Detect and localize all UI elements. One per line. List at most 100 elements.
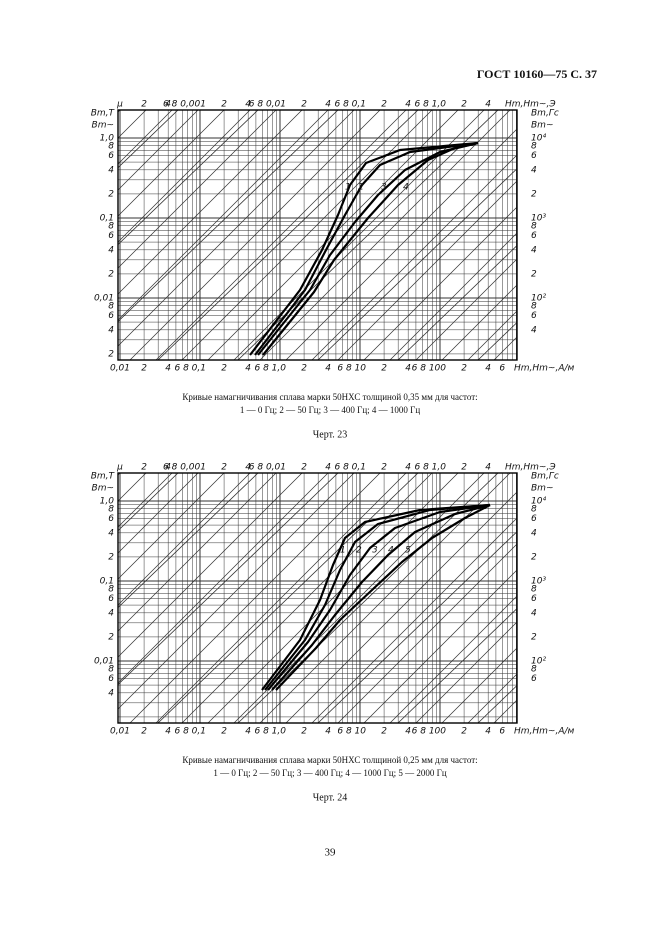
axis-label: 0,01: [110, 727, 130, 737]
axis-label: 8: [531, 584, 537, 594]
axis-label: 6 8 100: [412, 364, 447, 374]
diagonal: [118, 110, 251, 243]
axis-label: 6: [531, 674, 537, 684]
axis-label: 8: [108, 504, 114, 514]
diagonal: [118, 473, 303, 658]
axis-title: Bm~: [531, 121, 553, 131]
diagonal-steep: [157, 473, 419, 723]
diagonal: [207, 110, 459, 360]
axis-title: Bm,Гс: [531, 472, 559, 482]
diagonal: [363, 206, 517, 360]
figure: 1 2 3 4μ 2 46 8 0,001 2 46 8 0,01 2 4 6 8 0,1 2 4 6 8…: [91, 100, 575, 441]
axis-label: 10²: [531, 294, 546, 304]
curve: [249, 141, 479, 356]
axis-label: 4: [325, 463, 331, 473]
diagonal: [181, 110, 433, 360]
diagonal: [118, 473, 225, 580]
curve: [267, 503, 491, 691]
axis-label: 8: [108, 301, 114, 311]
curve: [271, 503, 491, 691]
page-number: 39: [325, 847, 337, 859]
axis-label: 2: [461, 364, 467, 374]
axis-label: 10³: [531, 577, 546, 587]
axis-label: 8: [108, 584, 114, 594]
axis-title: Hm,Hm~,A/м: [514, 727, 575, 737]
axis-label: 6: [499, 364, 505, 374]
axis-label: 8: [108, 664, 114, 674]
axis-label: 2: [381, 100, 387, 110]
axis-label: 4: [108, 165, 114, 175]
axis-label: 4: [165, 727, 171, 737]
axis-label: 4: [245, 364, 251, 374]
diagonal: [118, 110, 329, 321]
diagonal-steep: [118, 473, 179, 532]
caption: 1 — 0 Гц; 2 — 50 Гц; 3 — 400 Гц; 4 — 100…: [213, 768, 447, 778]
axis-label: 4: [485, 463, 491, 473]
axis-label: 6: [531, 151, 537, 161]
diagonal: [118, 110, 277, 269]
axis-label: 4: [405, 727, 411, 737]
axis-label: 4: [325, 100, 331, 110]
axis-label: 4: [325, 727, 331, 737]
axis-label: 2: [108, 552, 114, 562]
diagonal-steep: [397, 245, 517, 360]
curve-label: 3: [381, 183, 387, 193]
axis-label: 6: [531, 594, 537, 604]
diagonal: [363, 569, 517, 723]
diagonal: [118, 473, 329, 684]
curve-label: 1: [345, 183, 351, 193]
axis-label: 2: [381, 364, 387, 374]
axis-label: 4: [405, 100, 411, 110]
axis-label: 4: [108, 325, 114, 335]
diagonal-steep: [118, 110, 179, 169]
curve-label: 2: [358, 183, 364, 193]
axis-label: 6 8 0,001: [163, 463, 206, 473]
axis-label: 6: [531, 514, 537, 524]
frame: [117, 472, 518, 724]
axis-label: 6: [531, 231, 537, 241]
figure: 1 2 3 4 5μ 2 46 8 0,001 2 46 8 0,01 2 4 6 8 0,1 2 4 6 …: [91, 463, 575, 804]
diagonal: [118, 110, 225, 217]
axis-label: 4: [245, 463, 251, 473]
axis-label: 6 8 1,0: [415, 100, 447, 110]
axis-label: 4: [245, 100, 251, 110]
diagonal: [389, 232, 517, 360]
axis-label: 6: [499, 727, 505, 737]
axis-label: 1,0: [100, 497, 115, 507]
axis-label: 6: [108, 514, 114, 524]
axis-label: 2: [108, 189, 114, 199]
axis-label: 8: [531, 301, 537, 311]
axis-label: 4: [485, 727, 491, 737]
axis-label: 8: [531, 664, 537, 674]
figure-label: Черт. 23: [313, 429, 347, 440]
caption: Кривые намагничивания сплава марки 50НХС…: [182, 755, 477, 765]
axis-label: 4: [325, 364, 331, 374]
axis-label: 2: [221, 463, 227, 473]
axis-label: 4: [485, 100, 491, 110]
axis-label: 2: [381, 463, 387, 473]
axis-label: 6 8 0,01: [249, 100, 286, 110]
diagonal: [415, 258, 517, 360]
diagonal-steep: [397, 608, 517, 723]
diagonal-steep: [317, 531, 517, 723]
axis-label: 6: [108, 151, 114, 161]
diagonal: [337, 180, 517, 360]
curve-label: 3: [372, 546, 378, 556]
axis-label: 8: [531, 141, 537, 151]
diagonal: [259, 473, 511, 723]
diagonal-steep: [118, 110, 339, 323]
curve-label: 4: [403, 183, 409, 193]
axis-label: 4: [245, 727, 251, 737]
axis-title: Bm,Гс: [531, 109, 559, 119]
diagonal: [415, 621, 517, 723]
diagonal: [207, 473, 459, 723]
axis-label: 6: [108, 311, 114, 321]
diagonal-steep: [118, 473, 259, 609]
axis-label: 4: [405, 364, 411, 374]
diagonal: [311, 154, 517, 360]
axis-label: 0,1: [100, 577, 114, 587]
axis-label: 0,1: [100, 214, 114, 224]
axis-label: 4: [165, 463, 171, 473]
axis-label: 2: [141, 364, 147, 374]
axis-label: 10⁴: [531, 497, 546, 507]
